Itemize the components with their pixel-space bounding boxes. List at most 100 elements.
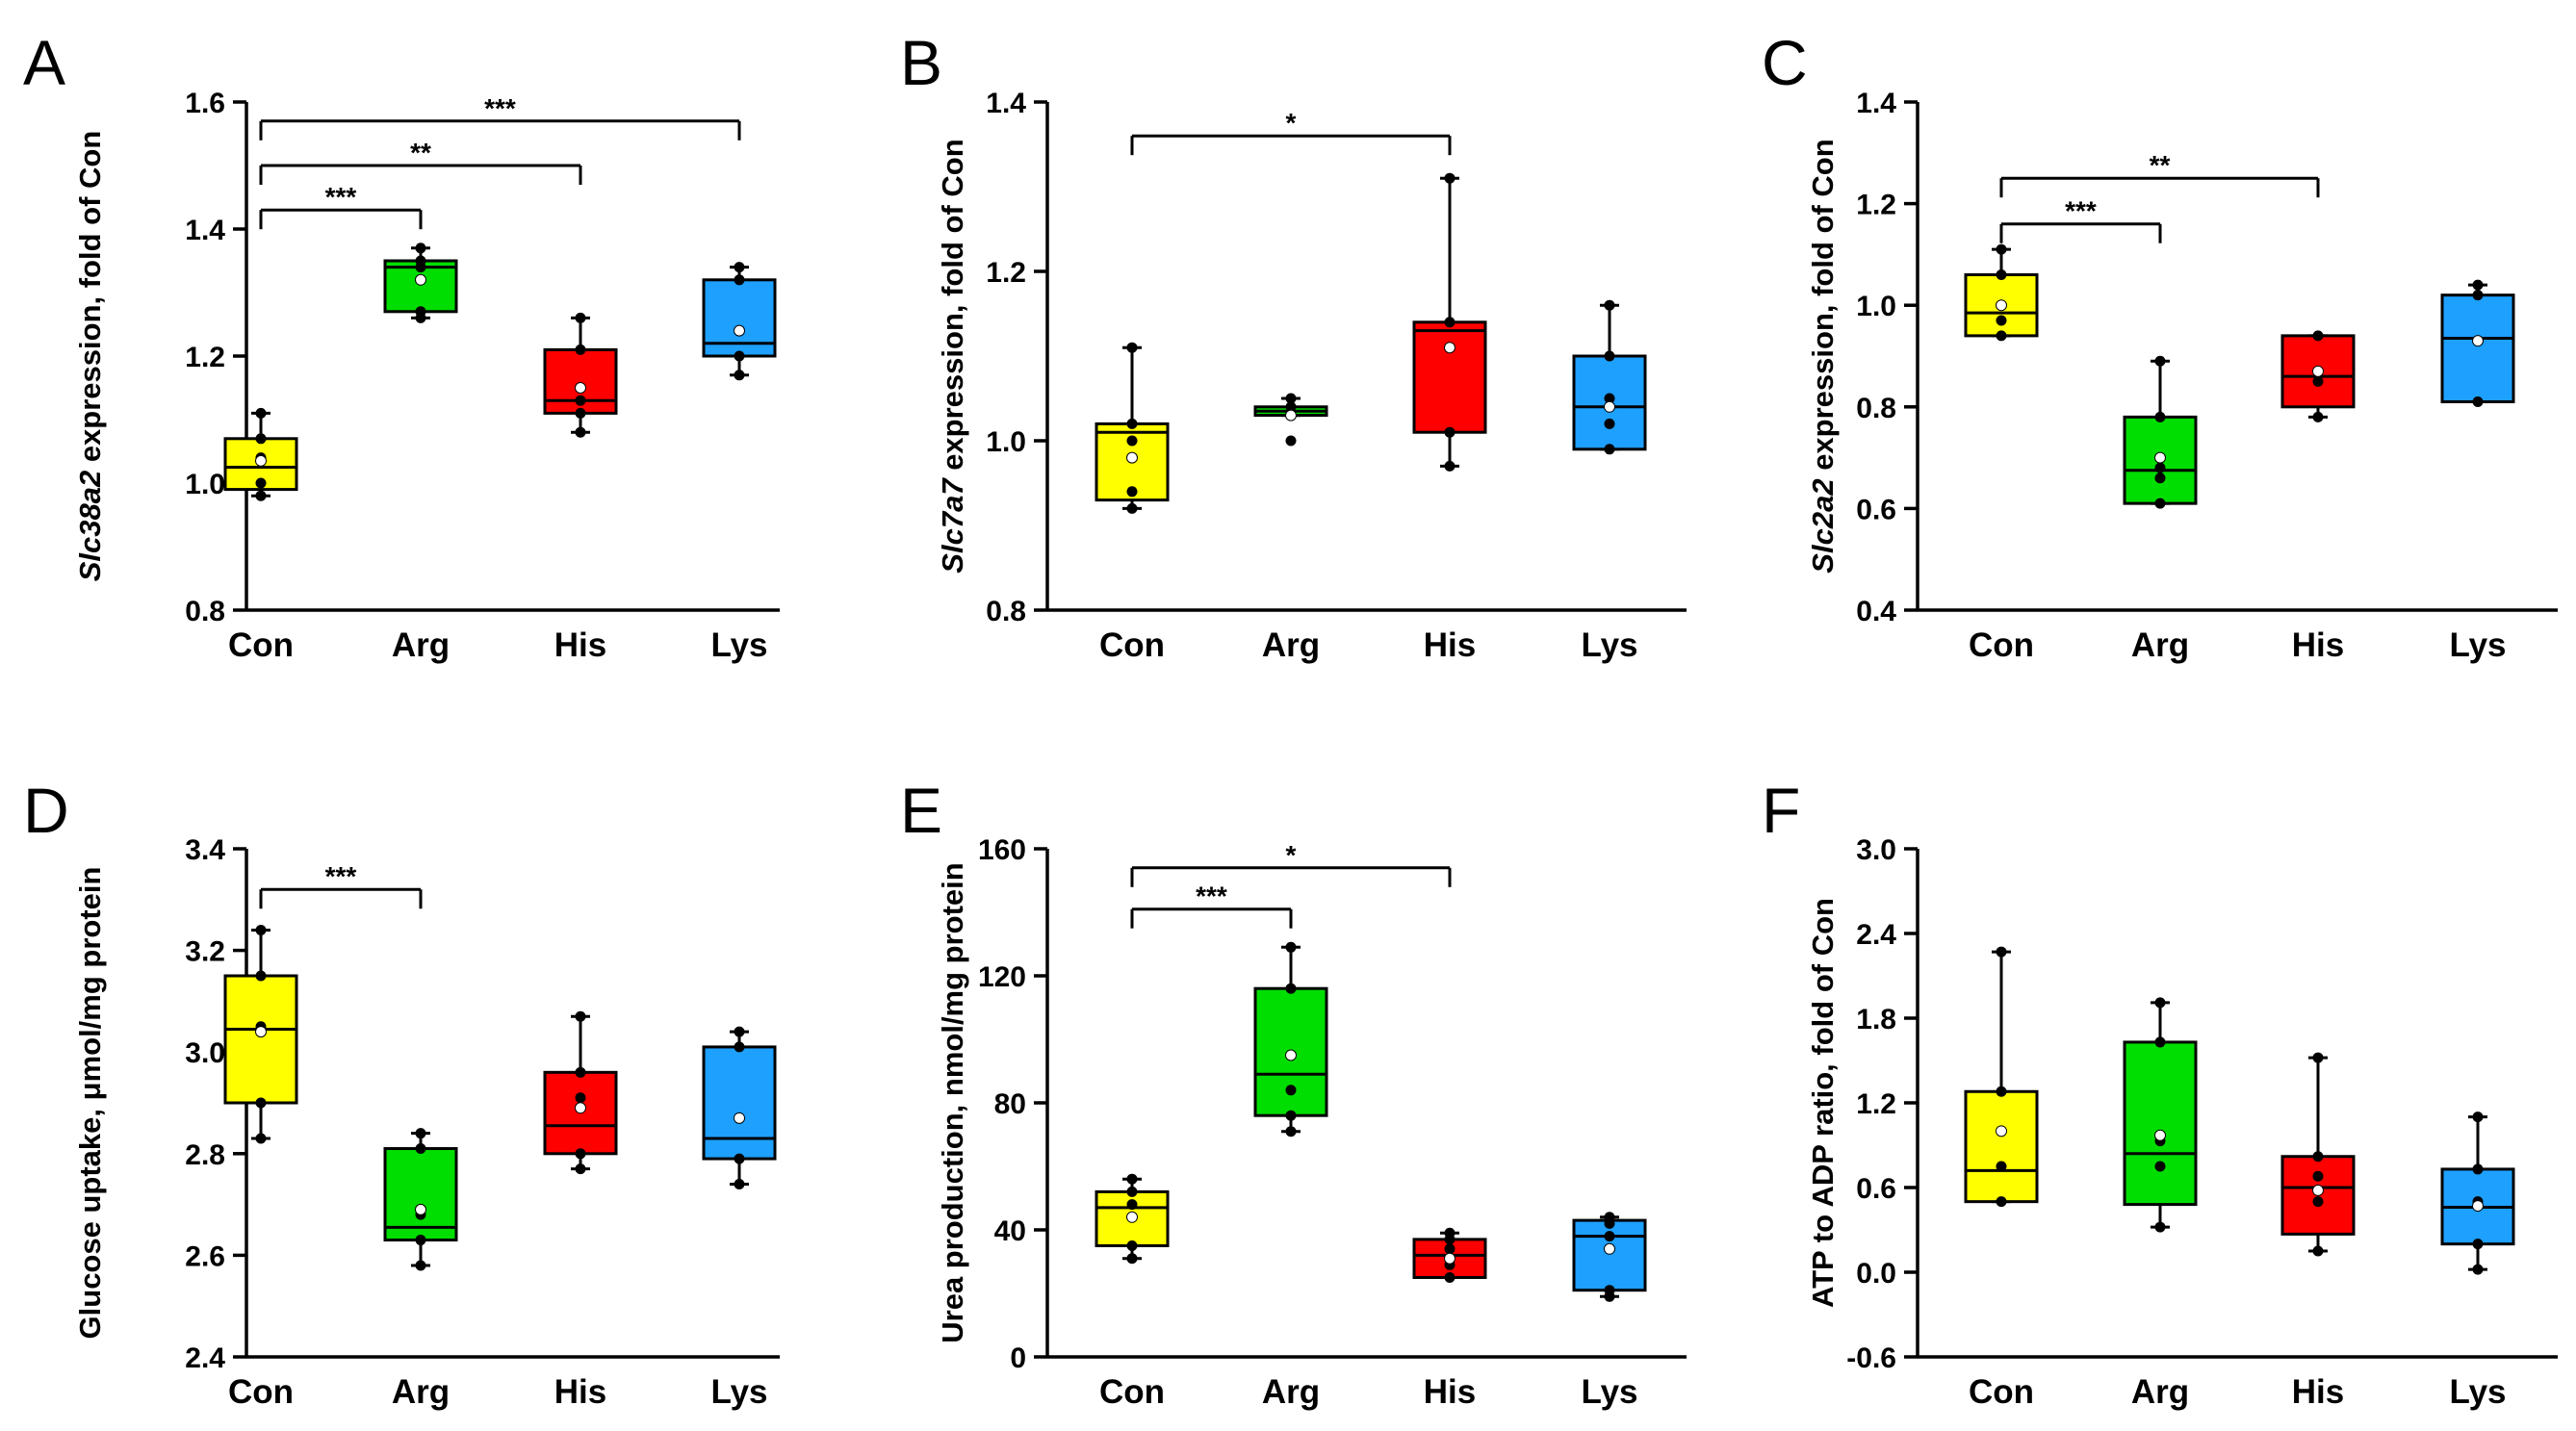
box-con xyxy=(1964,946,2039,1208)
significance-label: * xyxy=(1286,840,1297,870)
data-point xyxy=(1126,1240,1138,1251)
box-con xyxy=(1095,342,1170,514)
data-point xyxy=(1996,1086,2007,1097)
y-tick-label: 3.4 xyxy=(185,834,225,866)
data-point xyxy=(2312,375,2324,387)
data-point xyxy=(2312,1170,2324,1182)
mean-point xyxy=(2312,365,2324,377)
box-arg xyxy=(383,1128,458,1271)
data-point xyxy=(1604,393,1615,404)
y-tick-label: 1.6 xyxy=(185,88,225,119)
data-point xyxy=(255,477,267,489)
mean-point xyxy=(415,1203,426,1215)
y-tick-label: 1.2 xyxy=(1856,1088,1896,1120)
y-axis-title-gene: Slc7a7 xyxy=(936,477,969,574)
y-axis-title: Slc7a7 expression, fold of Con xyxy=(936,139,969,573)
box-lys xyxy=(1572,299,1647,455)
data-point xyxy=(1444,172,1455,184)
y-tick-label: 0.8 xyxy=(185,596,225,627)
data-point xyxy=(1996,1196,2007,1208)
x-category-label: Arg xyxy=(392,1373,450,1411)
box-arg xyxy=(2123,355,2198,509)
data-point xyxy=(1444,1272,1455,1283)
significance-label: ** xyxy=(410,138,431,167)
data-point xyxy=(575,1066,586,1078)
mean-point xyxy=(575,1102,586,1114)
data-point xyxy=(1285,401,1297,413)
data-point xyxy=(1285,1126,1297,1137)
significance-bracket: *** xyxy=(259,182,423,230)
panel-label: B xyxy=(900,27,942,98)
data-point xyxy=(1996,1161,2007,1172)
mean-point xyxy=(2472,335,2484,347)
x-category-label: Lys xyxy=(710,626,767,664)
data-point xyxy=(1126,1199,1138,1211)
mean-point xyxy=(255,454,267,467)
iqr-box xyxy=(702,1045,777,1161)
y-tick-label: 1.2 xyxy=(1856,190,1896,221)
data-point xyxy=(1126,502,1138,514)
data-point xyxy=(575,1010,586,1022)
y-tick-label: 0 xyxy=(1010,1342,1026,1374)
data-point xyxy=(415,1128,426,1139)
data-point xyxy=(1444,1243,1455,1255)
mean-point xyxy=(575,382,586,394)
box-lys xyxy=(1572,1212,1647,1302)
box-arg xyxy=(1253,393,1328,447)
data-point xyxy=(734,1026,745,1037)
significance-bracket: *** xyxy=(1130,882,1293,929)
y-tick-label: 0.8 xyxy=(986,596,1026,627)
x-category-label: Arg xyxy=(2131,626,2189,664)
box-arg xyxy=(1253,941,1328,1137)
data-point xyxy=(1126,418,1138,429)
mean-point xyxy=(1996,1125,2007,1137)
x-category-label: Lys xyxy=(2449,1373,2506,1411)
data-point xyxy=(1996,243,2007,255)
data-point xyxy=(255,1097,267,1109)
data-point xyxy=(1444,460,1455,472)
data-point xyxy=(1126,342,1138,353)
y-tick-label: 2.4 xyxy=(185,1342,225,1374)
panel-b: B 0.8 1.0 1.2 1.4 Slc7a7 expression, fold of … xyxy=(900,27,1687,664)
significance-bracket: * xyxy=(1130,840,1452,887)
data-point xyxy=(1604,1285,1615,1296)
data-point xyxy=(415,255,426,267)
data-point xyxy=(1996,269,2007,281)
mean-point xyxy=(2154,451,2166,464)
data-point xyxy=(1285,1085,1297,1096)
data-point xyxy=(255,924,267,935)
y-tick-label: 1.4 xyxy=(986,88,1026,119)
x-category-label: Arg xyxy=(1262,626,1320,664)
data-point xyxy=(2154,355,2166,367)
data-point xyxy=(1126,1253,1138,1265)
y-tick-label: 1.4 xyxy=(1856,88,1896,119)
y-tick-label: 0.6 xyxy=(1856,1173,1896,1205)
y-tick-label: 0.8 xyxy=(1856,393,1896,424)
data-point xyxy=(2154,462,2166,473)
data-point xyxy=(734,1153,745,1164)
box-lys xyxy=(702,262,777,381)
data-point xyxy=(2312,1151,2324,1163)
data-point xyxy=(255,970,267,982)
data-point xyxy=(1604,1231,1615,1242)
data-point xyxy=(2472,279,2484,291)
data-point xyxy=(575,1163,586,1175)
data-point xyxy=(734,370,745,381)
significance-bracket: *** xyxy=(259,93,741,141)
y-axis-title-gene: Slc2a2 xyxy=(1806,478,1840,573)
data-point xyxy=(734,262,745,273)
data-point xyxy=(2154,1036,2166,1048)
data-point xyxy=(2472,1163,2484,1175)
y-tick-label: 2.6 xyxy=(185,1240,225,1272)
y-axis-title-text: expression, fold of Con xyxy=(936,139,969,478)
mean-point xyxy=(1604,400,1615,413)
box-his xyxy=(543,1010,618,1175)
box-his xyxy=(1412,172,1487,472)
data-point xyxy=(1285,941,1297,953)
panel-c: C 0.4 0.6 0.8 1.0 1.2 1.4 Slc2a2 expression, fo… xyxy=(1762,27,2558,664)
data-point xyxy=(255,433,267,445)
y-axis-title-text: expression, fold of Con xyxy=(1806,139,1840,478)
data-point xyxy=(2472,290,2484,301)
mean-point xyxy=(2154,1129,2166,1141)
box-con xyxy=(1964,243,2039,342)
